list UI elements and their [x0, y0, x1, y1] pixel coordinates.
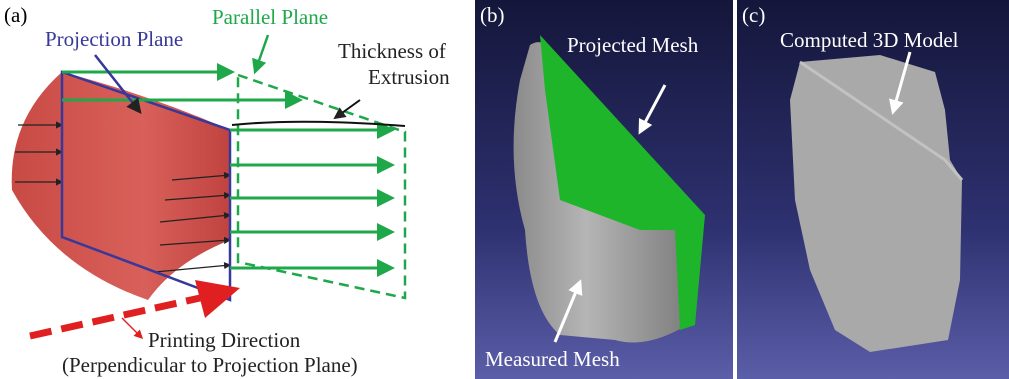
- parallel-plane-outline: [238, 75, 405, 298]
- annotation: Projected Mesh: [567, 33, 699, 57]
- parallel-pointer: [255, 35, 268, 72]
- thickness-pointer: [335, 100, 360, 118]
- annotation: Measured Mesh: [485, 347, 620, 371]
- figure: (a) Projection Plane Parallel Plane Thic…: [0, 0, 1009, 379]
- printing-arrow-head: [195, 280, 240, 318]
- annotation: Printing Direction: [148, 328, 301, 352]
- panel-b: (b) Projected Mesh Measured Mesh: [475, 0, 733, 379]
- printing-pointer: [122, 318, 142, 338]
- annotation: (Perpendicular to Projection Plane): [62, 353, 358, 377]
- printed-surface: [12, 72, 230, 300]
- annotation: Thickness of: [338, 39, 446, 63]
- panel-label: (c): [742, 3, 765, 27]
- panel-label: (b): [480, 3, 505, 27]
- annotation: Projection Plane: [45, 27, 183, 51]
- annotation: Parallel Plane: [212, 5, 328, 29]
- annotation: Computed 3D Model: [780, 28, 959, 52]
- annotation: Extrusion: [368, 65, 450, 89]
- panel-label: (a): [4, 3, 27, 27]
- panel-c: (c) Computed 3D Model: [737, 0, 1009, 379]
- panel-a: (a) Projection Plane Parallel Plane Thic…: [4, 3, 450, 377]
